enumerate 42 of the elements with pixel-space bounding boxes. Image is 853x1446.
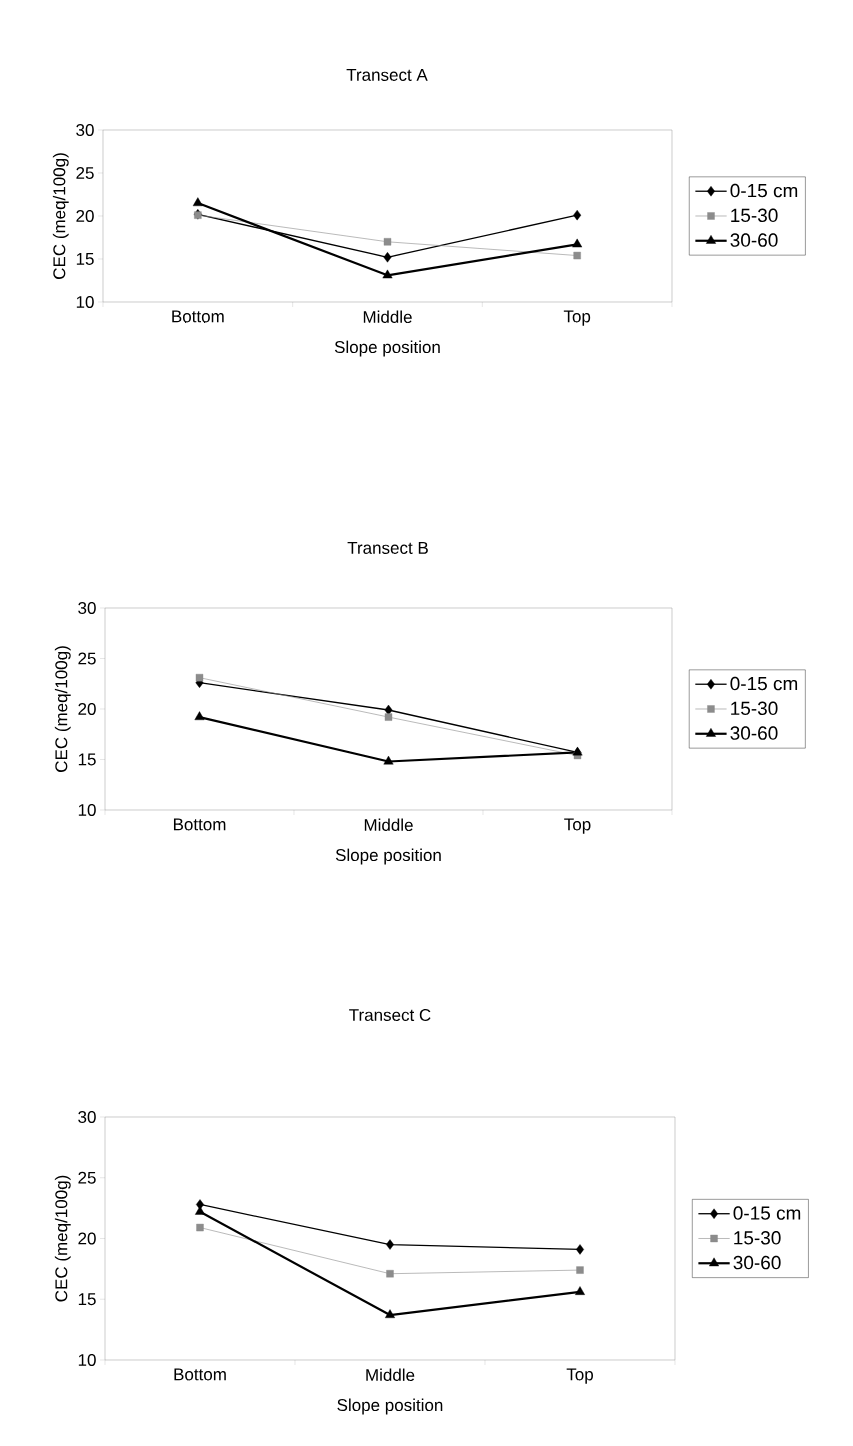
x-tick-label: Middle: [364, 818, 413, 832]
y-tick-label: 10: [78, 803, 96, 817]
y-tick-label: 20: [78, 702, 96, 716]
x-tick-label: Bottom: [173, 818, 226, 831]
y-tick-label: 15: [78, 753, 96, 766]
y-tick-label: 25: [78, 1171, 96, 1184]
y-tick-label: 10: [78, 1353, 96, 1367]
y-axis-title: CEC (meq/100g): [54, 1175, 71, 1302]
chart-title: Transect B: [347, 542, 428, 554]
x-tick-label: Bottom: [172, 310, 224, 323]
x-tick-label: Middle: [366, 1368, 415, 1382]
y-tick-label: 30: [76, 123, 94, 137]
y-tick-label: 25: [78, 652, 96, 665]
legend-label: 0-15 cm: [730, 676, 798, 691]
y-tick-label: 10: [76, 295, 94, 309]
chart-title: Transect C: [349, 1008, 431, 1022]
x-tick-label: Bottom: [174, 1368, 226, 1381]
x-axis-title: Slope position: [334, 340, 440, 357]
x-tick-label: Middle: [363, 310, 412, 324]
legend-label: 0-15 cm: [730, 183, 798, 198]
x-axis-title: Slope position: [335, 848, 441, 865]
y-tick-label: 15: [76, 253, 94, 265]
y-tick-label: 30: [78, 1110, 96, 1124]
x-tick-label: Top: [564, 818, 591, 834]
legend-label: 30-60: [730, 233, 778, 247]
legend-label: 30-60: [733, 1255, 781, 1270]
legend-label: 15-30: [734, 1231, 781, 1245]
x-axis-title: Slope position: [337, 1398, 443, 1415]
legend-label: 15-30: [731, 208, 778, 223]
y-tick-label: 30: [78, 601, 96, 615]
chart-title: Transect A: [346, 69, 428, 81]
x-tick-label: Top: [566, 1368, 593, 1384]
y-tick-label: 20: [78, 1232, 96, 1245]
legend-label: 15-30: [731, 701, 778, 716]
y-tick-label: 15: [78, 1293, 96, 1306]
legend-label: 0-15 cm: [733, 1206, 801, 1220]
y-tick-label: 20: [76, 209, 94, 223]
x-tick-label: Top: [563, 310, 591, 326]
legend-label: 30-60: [730, 726, 778, 740]
y-axis-title: CEC (meq/100g): [52, 153, 69, 279]
y-tick-label: 25: [76, 166, 94, 180]
y-axis-title: CEC (meq/100g): [54, 646, 71, 772]
